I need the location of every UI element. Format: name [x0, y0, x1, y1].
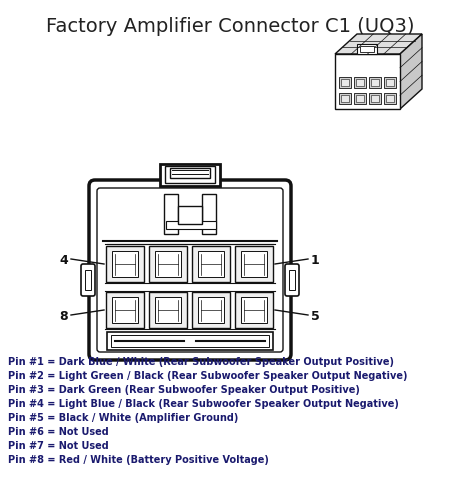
Bar [149, 246, 187, 283]
Bar [241, 252, 266, 277]
Bar [170, 168, 210, 179]
Bar [340, 96, 348, 103]
Bar [383, 94, 395, 105]
Bar [338, 78, 350, 89]
Bar [353, 78, 365, 89]
Bar [149, 292, 187, 328]
Bar [353, 94, 365, 105]
Text: Pin #7 = Not Used: Pin #7 = Not Used [8, 440, 108, 450]
Bar [385, 80, 393, 87]
Bar [160, 165, 219, 187]
Text: Pin #2 = Light Green / Black (Rear Subwoofer Speaker Output Negative): Pin #2 = Light Green / Black (Rear Subwo… [8, 370, 407, 380]
Bar [155, 252, 180, 277]
Text: Pin #5 = Black / White (Amplifier Ground): Pin #5 = Black / White (Amplifier Ground… [8, 412, 238, 422]
Bar [338, 94, 350, 105]
Text: 1: 1 [310, 253, 319, 266]
Bar [178, 207, 202, 225]
Bar [166, 222, 216, 229]
Bar [106, 246, 144, 283]
Text: 5: 5 [310, 309, 319, 322]
Bar [112, 252, 138, 277]
Text: Pin #8 = Red / White (Battery Positive Voltage): Pin #8 = Red / White (Battery Positive V… [8, 454, 269, 464]
Text: Pin #4 = Light Blue / Black (Rear Subwoofer Speaker Output Negative): Pin #4 = Light Blue / Black (Rear Subwoo… [8, 398, 398, 408]
Bar [191, 246, 230, 283]
Bar [370, 80, 378, 87]
Bar [197, 297, 224, 323]
FancyBboxPatch shape [81, 264, 95, 296]
Bar [288, 271, 294, 290]
Bar [355, 80, 363, 87]
Bar [370, 96, 378, 103]
Bar [356, 45, 376, 55]
Bar [359, 47, 373, 53]
Text: Factory Amplifier Connector C1 (UQ3): Factory Amplifier Connector C1 (UQ3) [45, 17, 414, 36]
Bar [334, 55, 399, 110]
Text: Pin #6 = Not Used: Pin #6 = Not Used [8, 426, 108, 436]
Bar [106, 292, 144, 328]
Bar [111, 335, 269, 348]
Bar [235, 292, 272, 328]
Bar [385, 96, 393, 103]
Bar [197, 252, 224, 277]
Text: Pin #1 = Dark Blue / White (Rear Subwoofer Speaker Output Positive): Pin #1 = Dark Blue / White (Rear Subwoof… [8, 356, 393, 366]
Bar [107, 333, 272, 350]
Polygon shape [399, 35, 421, 110]
Bar [191, 292, 230, 328]
Bar [368, 94, 380, 105]
FancyBboxPatch shape [89, 181, 291, 360]
Text: Pin #3 = Dark Green (Rear Subwoofer Speaker Output Positive): Pin #3 = Dark Green (Rear Subwoofer Spea… [8, 384, 359, 394]
Bar [235, 246, 272, 283]
Bar [355, 96, 363, 103]
FancyBboxPatch shape [285, 264, 298, 296]
Bar [112, 297, 138, 323]
FancyBboxPatch shape [97, 189, 282, 352]
Polygon shape [334, 35, 421, 55]
Text: 8: 8 [59, 309, 68, 322]
Bar [85, 271, 91, 290]
Bar [241, 297, 266, 323]
Bar [165, 166, 214, 183]
Bar [164, 195, 178, 235]
Bar [368, 78, 380, 89]
Bar [155, 297, 180, 323]
Bar [202, 195, 216, 235]
Text: 4: 4 [59, 253, 68, 266]
Bar [340, 80, 348, 87]
Bar [383, 78, 395, 89]
